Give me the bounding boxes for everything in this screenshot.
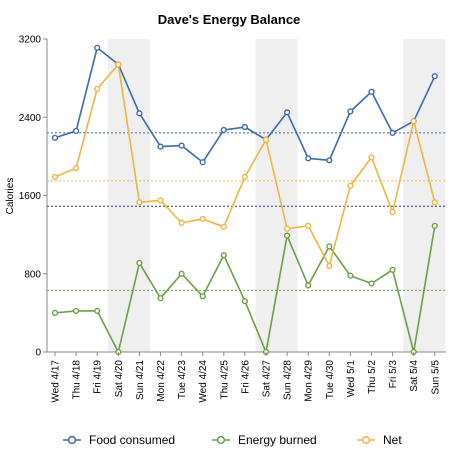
x-tick-label: Wed 4/17 — [51, 360, 62, 403]
mean-reference-lines — [47, 132, 446, 291]
x-tick-label: Thu 4/25 — [219, 360, 230, 400]
net-point — [94, 85, 101, 92]
y-tick-label: 2400 — [19, 113, 42, 124]
net-point — [262, 136, 270, 143]
legend: Food consumed Energy burned Net — [63, 433, 402, 447]
energy-burned-point — [305, 282, 312, 289]
food-consumed-point — [136, 110, 143, 117]
energy-burned-point — [178, 270, 185, 277]
net-point — [115, 61, 122, 68]
x-tick-label: Sat 4/20 — [114, 360, 125, 398]
food-consumed-point — [326, 157, 333, 164]
net-point — [199, 215, 206, 223]
y-tick-label: 0 — [35, 348, 41, 359]
x-tick-label: Tue 4/23 — [177, 360, 188, 400]
food-consumed-point — [157, 143, 164, 150]
energy-burned-legend-marker — [216, 435, 226, 445]
y-tick-label: 3200 — [19, 35, 42, 46]
net-point — [305, 222, 312, 229]
x-axis-ticks: Wed 4/17 Thu 4/18 Fri 4/19 Sat 4/20 Sun 4/21… — [51, 352, 441, 403]
weekend-band-1 — [107, 39, 150, 352]
net-point — [241, 173, 249, 181]
y-axis-ticks: 0 800 1600 2400 3200 — [19, 35, 47, 359]
net-point — [431, 199, 438, 206]
x-tick-label: Mon 4/29 — [304, 360, 315, 402]
weekend-bands — [107, 39, 446, 352]
food-consumed-point — [284, 109, 291, 116]
net-point — [368, 154, 375, 161]
x-tick-label: Sat 5/4 — [409, 360, 420, 392]
x-tick-label: Sat 4/27 — [262, 360, 273, 398]
energy-burned-point — [241, 298, 249, 305]
net-point — [136, 199, 143, 206]
food-consumed-point — [178, 142, 185, 149]
x-tick-label: Sun 4/28 — [283, 360, 294, 400]
food-consumed-point — [51, 134, 59, 141]
x-tick-label: Thu 5/2 — [367, 360, 378, 394]
food-consumed-point — [72, 127, 80, 135]
food-consumed-point — [199, 159, 206, 166]
energy-burned-legend-label: Energy burned — [238, 433, 317, 447]
energy-burned-point — [326, 243, 333, 250]
y-tick-label: 800 — [24, 269, 41, 280]
food-consumed-point — [94, 44, 101, 51]
food-consumed-point — [431, 73, 438, 80]
y-axis-label: Calories — [5, 178, 16, 215]
x-tick-label: Mon 4/22 — [156, 360, 167, 402]
net-point — [347, 182, 354, 189]
food-consumed-point — [220, 126, 227, 134]
energy-burned-point — [220, 252, 227, 259]
energy-burned-point — [94, 307, 101, 315]
x-tick-label: Fri 4/19 — [93, 360, 104, 394]
chart-title: Dave's Energy Balance — [158, 12, 301, 27]
energy-burned-point — [72, 307, 80, 315]
x-tick-label: Fri 4/26 — [240, 360, 251, 394]
net-point — [410, 118, 417, 125]
net-point — [51, 173, 59, 181]
net-point — [326, 262, 333, 270]
net-point — [178, 219, 185, 226]
food-consumed-point — [389, 129, 396, 137]
food-consumed-point — [305, 155, 312, 162]
x-tick-label: Wed 4/24 — [198, 360, 209, 403]
food-consumed-legend-marker — [67, 435, 77, 445]
x-tick-label: Sun 4/21 — [135, 360, 146, 400]
net-legend-label: Net — [383, 433, 402, 447]
energy-burned-point — [284, 232, 291, 239]
food-consumed-legend-label: Food consumed — [89, 433, 175, 447]
energy-burned-point — [347, 272, 354, 279]
food-consumed-point — [368, 88, 375, 95]
x-tick-label: Sun 5/5 — [430, 360, 441, 395]
energy-burned-point — [51, 309, 59, 316]
x-tick-label: Wed 5/1 — [346, 360, 357, 397]
weekend-band-2 — [255, 39, 298, 352]
energy-burned-point — [136, 259, 143, 267]
energy-burned-point — [157, 295, 164, 302]
energy-burned-point — [389, 266, 396, 273]
x-tick-label: Thu 4/18 — [72, 360, 83, 400]
energy-burned-point — [368, 280, 375, 287]
energy-burned-point — [431, 222, 438, 229]
x-tick-label: Tue 4/30 — [325, 360, 336, 400]
x-tick-label: Fri 5/3 — [388, 360, 399, 389]
energy-burned-point — [199, 293, 206, 300]
net-point — [72, 165, 80, 172]
net-point — [220, 223, 227, 230]
y-tick-label: 1600 — [19, 191, 42, 202]
net-point — [284, 225, 291, 232]
net-point — [157, 197, 164, 204]
net-legend-marker — [361, 435, 371, 445]
food-consumed-point — [347, 108, 354, 115]
food-consumed-point — [241, 123, 249, 131]
net-point — [389, 209, 396, 216]
weekend-band-3 — [403, 39, 446, 352]
